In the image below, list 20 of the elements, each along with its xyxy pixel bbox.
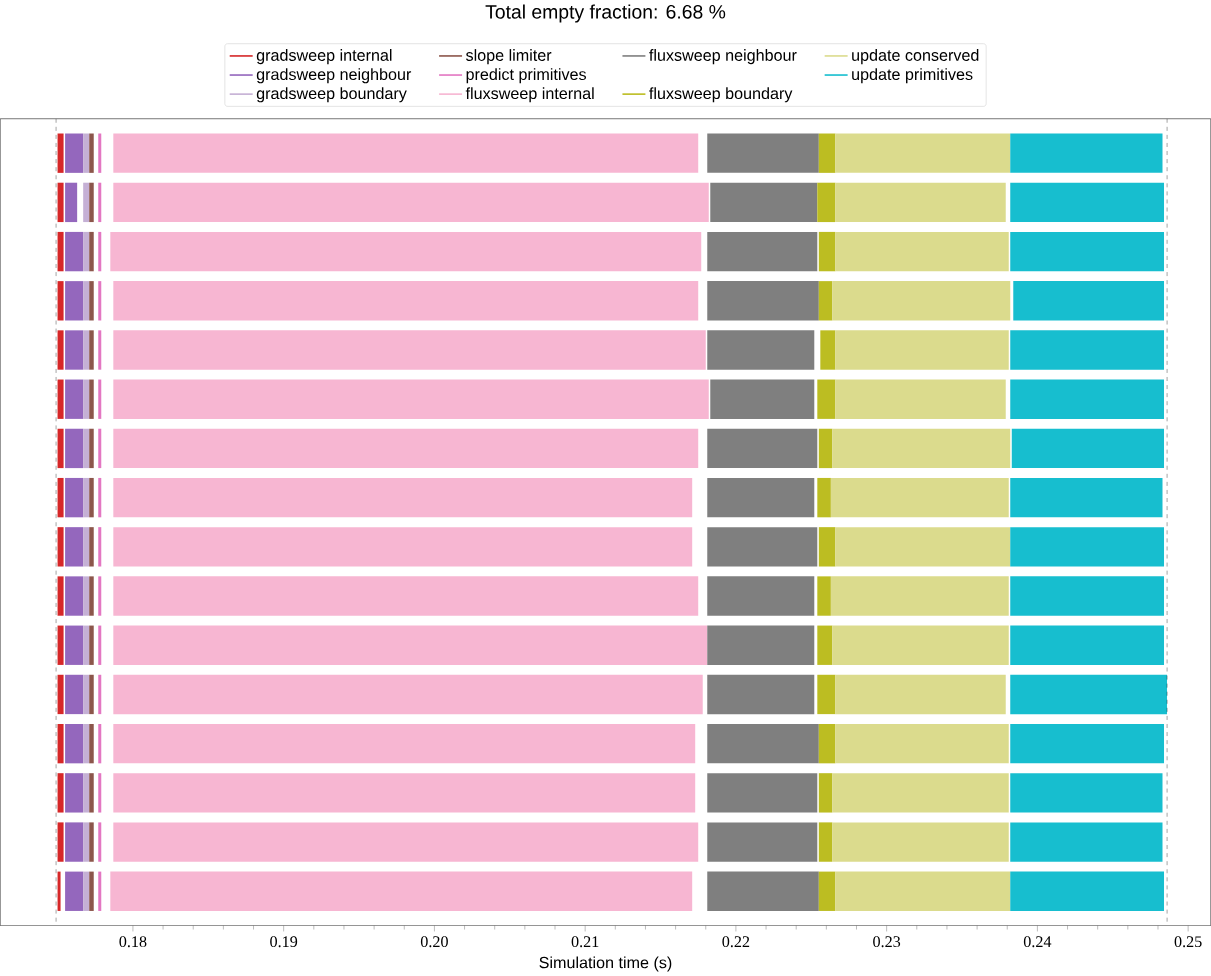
legend-label: slope limiter (466, 49, 552, 65)
x-axis-title: Simulation time (s) (539, 956, 672, 972)
x-tick-label: 0.19 (270, 936, 298, 948)
legend-label: gradsweep boundary (256, 87, 407, 103)
x-tick-label: 0.23 (873, 936, 901, 948)
legend-label: fluxsweep internal (465, 87, 594, 103)
chart-title: Total empty fraction: 6.68 % (485, 4, 726, 23)
x-tick-label: 0.25 (1174, 936, 1202, 948)
x-tick-label: 0.20 (420, 936, 448, 948)
legend-label: gradsweep neighbour (256, 68, 412, 84)
legend-label: update primitives (852, 68, 973, 84)
legend-label: fluxsweep neighbour (649, 49, 797, 65)
x-tick-label: 0.21 (571, 936, 599, 948)
legend-label: predict primitives (466, 68, 587, 84)
x-tick-label: 0.24 (1023, 936, 1052, 948)
legend-label: gradsweep internal (256, 49, 392, 65)
x-tick-label: 0.22 (722, 936, 750, 948)
x-tick-label: 0.18 (119, 936, 147, 948)
legend-label: fluxsweep boundary (649, 87, 793, 103)
legend-label: update conserved (852, 49, 979, 65)
